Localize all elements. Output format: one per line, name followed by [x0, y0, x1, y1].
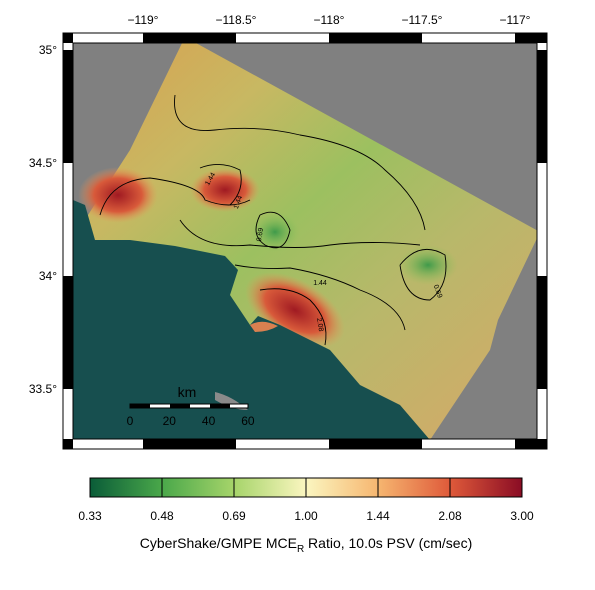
scale-bar: km	[129, 384, 249, 409]
colorbar-label: 1.00	[294, 509, 318, 523]
scale-label: 60	[241, 414, 255, 428]
lat-tick-label: 35°	[39, 43, 57, 57]
scale-unit: km	[178, 384, 197, 400]
map-frame	[62, 32, 548, 450]
cool-spot	[398, 245, 458, 285]
lon-tick-label: −117°	[500, 13, 531, 27]
lat-tick-label: 34°	[39, 269, 57, 283]
contour-label: 1.44	[313, 280, 327, 287]
contour-label: 1.44	[233, 195, 244, 210]
colorbar-label: 0.69	[222, 509, 246, 523]
contour-label: 0.69	[432, 284, 443, 299]
caption-rest: Ratio, 10.0s PSV (cm/sec)	[304, 535, 472, 551]
scale-label: 0	[127, 414, 134, 428]
colorbar-label: 0.48	[150, 509, 174, 523]
cool-spot	[250, 212, 300, 252]
colorbar-caption: CyberShake/GMPE MCER Ratio, 10.0s PSV (c…	[140, 535, 472, 555]
lon-tick-label: −118°	[314, 13, 345, 27]
caption-main: CyberShake/GMPE MCE	[140, 535, 297, 551]
scale-label: 20	[163, 414, 177, 428]
hot-spot	[78, 167, 158, 223]
colorbar-label: 2.08	[438, 509, 462, 523]
colorbar-label: 3.00	[510, 509, 534, 523]
map-area	[73, 43, 537, 439]
colorbar-label: 1.44	[366, 509, 390, 523]
scale-label: 40	[202, 414, 216, 428]
lat-tick-label: 33.5°	[29, 382, 57, 396]
ocean	[73, 200, 430, 439]
lon-tick-label: −119°	[128, 13, 159, 27]
peninsula	[250, 321, 278, 332]
lon-tick-label: −118.5°	[216, 13, 257, 27]
caption-subscript: R	[297, 544, 304, 555]
colorbar-label: 0.33	[78, 509, 102, 523]
hot-spot	[190, 168, 260, 212]
lon-tick-label: −117.5°	[402, 13, 443, 27]
contours	[99, 94, 447, 346]
contour-label: 0.69	[256, 227, 265, 242]
lat-tick-label: 34.5°	[29, 156, 57, 170]
contour-label: 2.08	[315, 317, 324, 332]
